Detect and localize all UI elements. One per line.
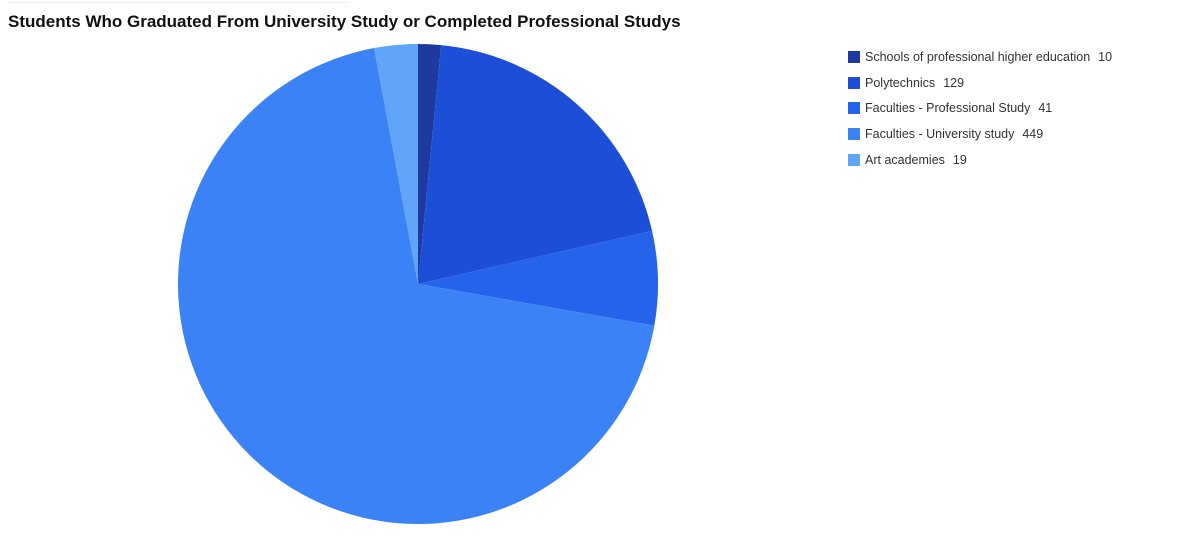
pie-slice-2[interactable]	[418, 230, 658, 326]
legend-label: Faculties - University study	[865, 126, 1015, 141]
legend-swatch	[848, 153, 860, 166]
legend-label: Schools of professional higher education	[865, 49, 1091, 64]
legend-label: Polytechnics	[865, 75, 936, 90]
legend-item-4[interactable]: Art academies 19	[848, 147, 1112, 173]
legend-item-0[interactable]: Schools of professional higher education…	[848, 44, 1112, 70]
legend: Schools of professional higher education…	[848, 44, 1112, 172]
legend-item-3[interactable]: Faculties - University study 449	[848, 121, 1112, 147]
top-divider	[8, 2, 348, 3]
legend-value: 19	[952, 152, 967, 167]
legend-value: 449	[1022, 126, 1044, 141]
legend-swatch	[848, 127, 860, 140]
legend-swatch	[848, 102, 860, 115]
pie-slice-4[interactable]	[374, 44, 418, 284]
pie-slice-1[interactable]	[418, 45, 653, 284]
pie-slices	[177, 44, 658, 524]
pie-slice-0[interactable]	[418, 44, 442, 284]
legend-value: 41	[1038, 101, 1053, 116]
legend-value: 129	[943, 75, 965, 90]
legend-label: Art academies	[865, 152, 945, 167]
legend-label: Faculties - Professional Study	[865, 101, 1031, 116]
legend-item-1[interactable]: Polytechnics 129	[848, 70, 1112, 96]
legend-swatch	[848, 50, 860, 63]
legend-item-2[interactable]: Faculties - Professional Study 41	[848, 95, 1112, 121]
chart-title: Students Who Graduated From University S…	[8, 12, 681, 31]
legend-value: 10	[1098, 49, 1113, 64]
pie-slice-3[interactable]	[177, 48, 655, 524]
legend-swatch	[848, 76, 860, 89]
